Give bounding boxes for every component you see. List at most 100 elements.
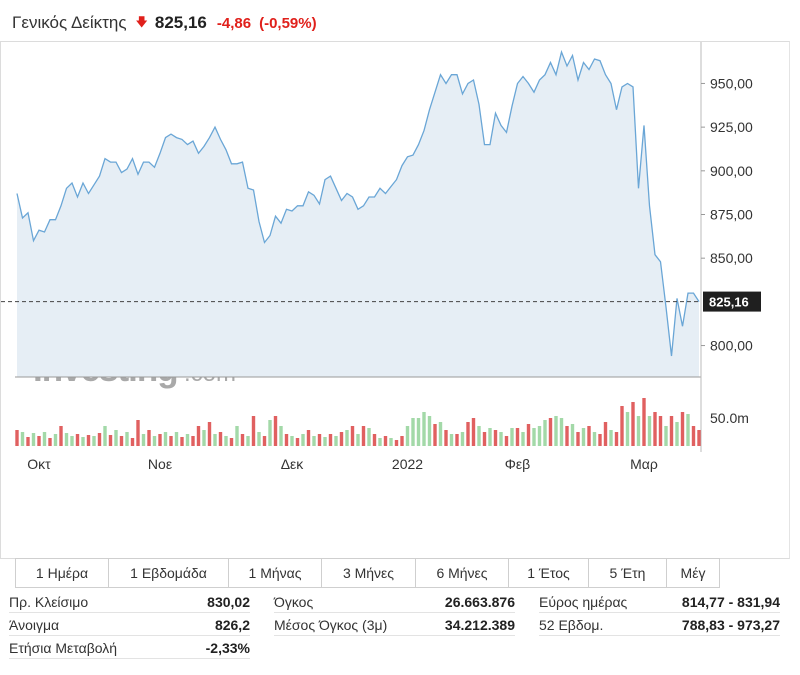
y-tick-label: 850,00: [710, 250, 753, 266]
y-tick-label: 875,00: [710, 207, 753, 223]
price-chart[interactable]: Investing .com 950,00925,00900,00875,008…: [0, 41, 790, 588]
volume-bar: [658, 416, 663, 446]
volume-bar: [647, 416, 652, 446]
stat-row: Όγκος 26.663.876: [274, 591, 515, 613]
volume-bar: [20, 432, 25, 446]
time-range-tabs: 1 Ημέρα 1 Εβδομάδα 1 Μήνας 3 Μήνες 6 Μήνες 1 …: [15, 558, 720, 588]
volume-bar: [532, 428, 536, 446]
volume-bar: [427, 416, 432, 446]
volume-bar: [416, 418, 421, 446]
volume-bar: [31, 433, 36, 446]
volume-bar: [444, 430, 448, 446]
volume-bar: [224, 436, 228, 446]
volume-bar: [158, 434, 162, 446]
volume-bar: [570, 424, 575, 446]
volume-bar: [394, 440, 399, 446]
volume-bar: [669, 416, 674, 446]
x-tick-label: Δεκ: [281, 456, 305, 472]
x-tick-label: Οκτ: [27, 456, 51, 472]
volume-bar: [471, 418, 476, 446]
volume-bar: [92, 436, 96, 446]
volume-bar: [642, 398, 646, 446]
range-tab-6[interactable]: 5 Έτη: [589, 559, 667, 587]
range-tab-7[interactable]: Μέγ: [680, 565, 706, 581]
volume-bar: [257, 432, 261, 446]
volume-bar: [389, 438, 393, 446]
volume-bar: [235, 426, 239, 446]
volume-bar: [251, 416, 256, 446]
price-area: [17, 52, 699, 377]
volume-bar: [488, 428, 492, 446]
volume-bar: [510, 428, 514, 446]
volume-bar: [185, 434, 190, 446]
volume-bar: [26, 437, 30, 446]
volume-bar: [334, 436, 338, 446]
volume-bar: [504, 436, 509, 446]
volume-bar: [598, 434, 602, 446]
volume-bar: [328, 434, 333, 446]
stat-row: 52 Εβδομ. 788,83 - 973,27: [539, 614, 780, 636]
price-change: -4,86: [216, 14, 252, 32]
price-chart-svg[interactable]: Investing .com 950,00925,00900,00875,008…: [1, 42, 789, 558]
volume-bar: [59, 426, 63, 446]
stat-label: 52 Εβδομ.: [539, 616, 604, 633]
stat-value: -2,33%: [205, 639, 250, 656]
volume-bar: [317, 434, 322, 446]
volume-bar: [48, 438, 52, 446]
volume-bar: [295, 438, 300, 446]
range-tab-5[interactable]: 1 Έτος: [509, 559, 589, 587]
volume-bar: [378, 438, 382, 446]
range-tab-4[interactable]: 6 Μήνες: [416, 559, 509, 587]
volume-bar: [493, 430, 498, 446]
range-tab-2[interactable]: 1 Μήνας: [229, 559, 322, 587]
volume-bar: [554, 416, 558, 446]
volume-bar: [273, 416, 278, 446]
volume-bar: [466, 422, 470, 446]
volume-bar: [675, 422, 679, 446]
volume-bar: [323, 437, 327, 446]
stat-value: 830,02: [207, 593, 250, 610]
volume-bar: [581, 428, 586, 446]
stat-value: 34.212.389: [444, 616, 515, 633]
volume-bar: [196, 426, 201, 446]
volume-bar: [400, 436, 404, 446]
stat-row: Άνοιγμα 826,2: [9, 614, 250, 636]
volume-bar: [477, 426, 481, 446]
volume-bar: [411, 418, 415, 446]
volume-bar: [312, 436, 316, 446]
volume-bar: [207, 422, 212, 446]
volume-bar: [86, 435, 91, 446]
volume-bar: [405, 426, 410, 446]
stat-label: Όγκος: [274, 593, 314, 610]
volume-bar: [42, 432, 47, 446]
price-change-percent: (-0,59%): [259, 14, 317, 32]
volume-bar: [631, 402, 635, 446]
volume-bar: [620, 406, 624, 446]
volume-bar: [372, 434, 377, 446]
last-price-badge-label: 825,16: [709, 295, 749, 310]
stat-value: 26.663.876: [444, 593, 515, 610]
volume-bar: [213, 434, 217, 446]
stat-value: 788,83 - 973,27: [681, 616, 780, 633]
volume-bar: [653, 412, 657, 446]
quote-header: Γενικός Δείκτης 🡇 825,16 -4,86 (-0,59%): [12, 10, 317, 36]
stat-label: Πρ. Κλείσιμο: [9, 593, 89, 610]
index-title: Γενικός Δείκτης: [12, 13, 127, 32]
range-tab-0[interactable]: 1 Ημέρα: [16, 559, 109, 587]
volume-bar: [521, 432, 525, 446]
volume-bar: [191, 436, 195, 446]
volume-bar: [664, 426, 668, 446]
range-tab-3[interactable]: 3 Μήνες: [322, 559, 416, 587]
volume-bar: [339, 432, 344, 446]
volume-bar: [592, 432, 597, 446]
stat-label: Ετήσια Μεταβολή: [9, 639, 118, 656]
volume-bar: [438, 422, 443, 446]
stat-row: Πρ. Κλείσιμο 830,02: [9, 591, 250, 613]
volume-bar: [686, 414, 690, 446]
volume-bar: [697, 430, 701, 446]
volume-bar: [499, 432, 503, 446]
volume-scale-label: 50.0m: [710, 410, 749, 426]
range-tab-1[interactable]: 1 Εβδομάδα: [109, 559, 229, 587]
volume-bar: [97, 433, 102, 446]
volume-bar: [356, 434, 360, 446]
